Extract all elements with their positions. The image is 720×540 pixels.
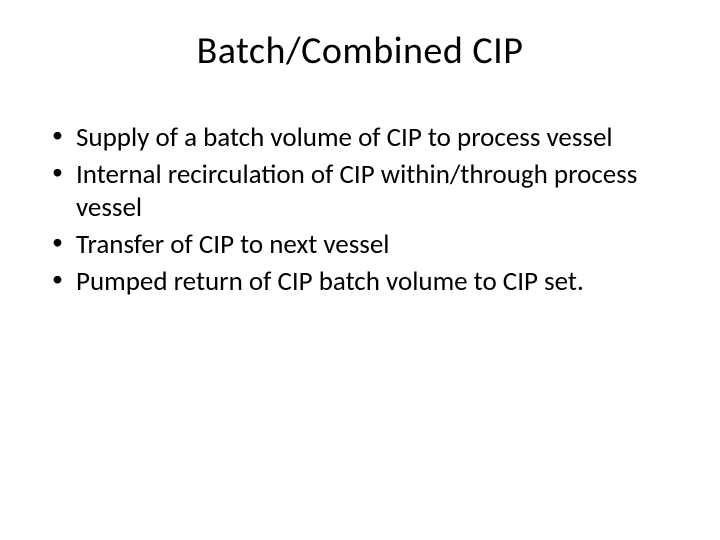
list-item: Transfer of CIP to next vessel bbox=[48, 229, 680, 262]
list-item: Supply of a batch volume of CIP to proce… bbox=[48, 122, 680, 155]
slide-container: Batch/Combined CIP Supply of a batch vol… bbox=[0, 0, 720, 540]
list-item: Pumped return of CIP batch volume to CIP… bbox=[48, 266, 680, 299]
bullet-list: Supply of a batch volume of CIP to proce… bbox=[40, 122, 680, 299]
list-item: Internal recirculation of CIP within/thr… bbox=[48, 159, 680, 225]
slide-title: Batch/Combined CIP bbox=[40, 28, 680, 74]
